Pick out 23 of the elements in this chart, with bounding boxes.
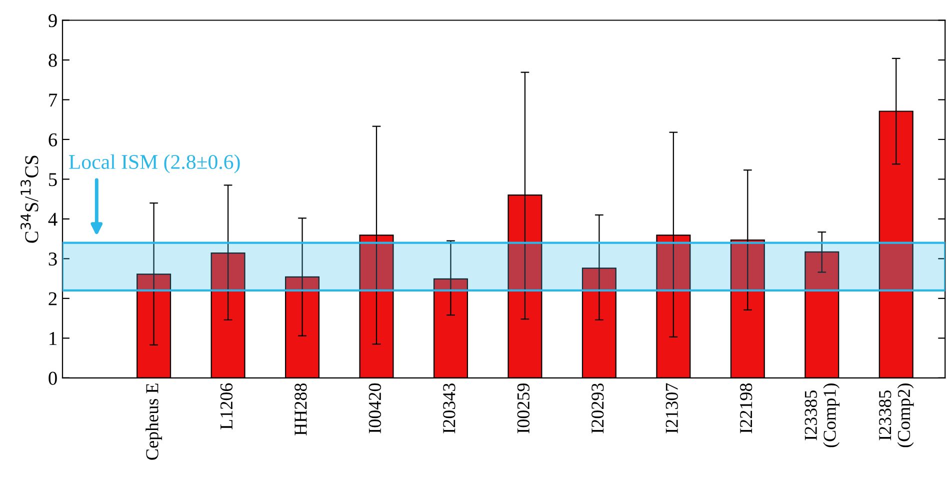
y-tick-label: 4 (48, 212, 58, 226)
y-tick-label: 0 (48, 372, 57, 385)
x-tick-label: Cepheus E (146, 384, 162, 460)
x-tick-label: I22198 (740, 383, 752, 434)
x-tick-label: L1206 (220, 383, 233, 430)
x-tick-label: I00259 (517, 383, 530, 434)
x-tick-label: I23385 (Comp1) (804, 384, 840, 448)
x-tick-label: I00420 (368, 383, 382, 434)
y-axis-title: C$^{34}$S/$^{13}$CS (20, 156, 38, 243)
y-tick-label: 2 (48, 292, 57, 306)
x-tick-label: I20343 (443, 383, 456, 434)
y-tick-label: 3 (48, 252, 57, 266)
y-tick-label: 8 (48, 54, 57, 67)
x-tick-label: I23385 (Comp2) (879, 384, 914, 448)
x-tick-label: HH288 (294, 383, 307, 436)
y-tick-label: 5 (49, 173, 57, 186)
y-tick-label: 1 (50, 332, 56, 345)
y-tick-label: 9 (48, 14, 57, 28)
x-tick-label: I21307 (666, 383, 678, 434)
x-tick-label: I20293 (592, 383, 604, 434)
band-label: Local ISM (2.8±0.6) (69, 154, 240, 174)
y-tick-label: 7 (49, 94, 58, 106)
y-tick-label: 6 (48, 133, 58, 146)
